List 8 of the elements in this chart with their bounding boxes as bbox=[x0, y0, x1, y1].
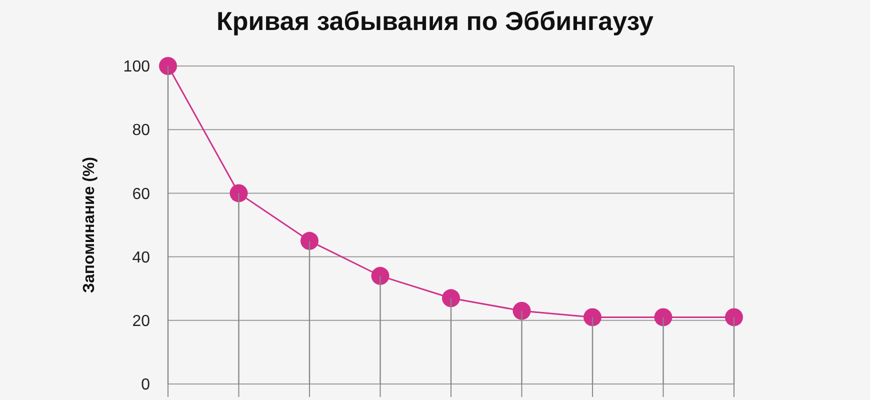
y-tick-label: 0 bbox=[141, 376, 150, 394]
y-tick-label: 100 bbox=[123, 58, 150, 76]
y-axis-title: Запоминание (%) bbox=[81, 156, 98, 294]
y-tick-label: 40 bbox=[132, 249, 150, 266]
chart-title: Кривая забывания по Эббингаузу bbox=[216, 6, 654, 36]
y-tick-label: 60 bbox=[132, 186, 150, 203]
y-tick-label: 20 bbox=[132, 313, 150, 330]
y-tick-label: 80 bbox=[132, 122, 150, 140]
